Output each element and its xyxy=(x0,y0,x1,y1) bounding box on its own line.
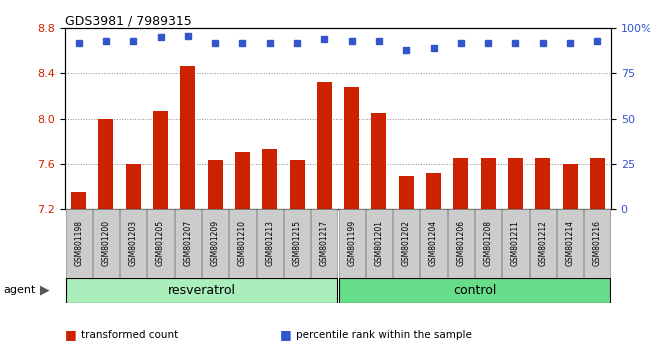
Bar xyxy=(562,164,578,209)
Bar xyxy=(289,160,305,209)
FancyBboxPatch shape xyxy=(557,209,583,278)
Text: transformed count: transformed count xyxy=(81,330,179,339)
Bar xyxy=(590,158,605,209)
Text: GSM801198: GSM801198 xyxy=(74,221,83,266)
Text: GSM801212: GSM801212 xyxy=(538,221,547,266)
FancyBboxPatch shape xyxy=(475,209,501,278)
Text: GSM801199: GSM801199 xyxy=(347,220,356,267)
FancyBboxPatch shape xyxy=(339,278,610,303)
Text: resveratrol: resveratrol xyxy=(168,284,235,297)
Bar xyxy=(98,119,114,209)
Bar xyxy=(317,82,332,209)
Text: ▶: ▶ xyxy=(40,284,50,297)
Bar xyxy=(426,173,441,209)
FancyBboxPatch shape xyxy=(339,209,365,278)
Bar xyxy=(480,158,496,209)
Text: GSM801208: GSM801208 xyxy=(484,221,493,266)
Bar xyxy=(371,113,387,209)
Text: control: control xyxy=(453,284,496,297)
Bar xyxy=(125,164,141,209)
Bar xyxy=(344,87,359,209)
FancyBboxPatch shape xyxy=(393,209,419,278)
FancyBboxPatch shape xyxy=(421,209,447,278)
Text: GSM801213: GSM801213 xyxy=(265,221,274,266)
Text: ■: ■ xyxy=(65,328,77,341)
Text: GSM801205: GSM801205 xyxy=(156,220,165,267)
FancyBboxPatch shape xyxy=(229,209,255,278)
Text: GSM801200: GSM801200 xyxy=(101,220,111,267)
Text: GSM801207: GSM801207 xyxy=(183,220,192,267)
Bar xyxy=(71,192,86,209)
Text: ■: ■ xyxy=(280,328,291,341)
FancyBboxPatch shape xyxy=(584,209,610,278)
FancyBboxPatch shape xyxy=(66,278,337,303)
Bar xyxy=(235,153,250,209)
FancyBboxPatch shape xyxy=(284,209,310,278)
Text: GSM801202: GSM801202 xyxy=(402,221,411,266)
Bar xyxy=(398,176,414,209)
Text: GDS3981 / 7989315: GDS3981 / 7989315 xyxy=(65,14,192,27)
Bar xyxy=(262,149,278,209)
FancyBboxPatch shape xyxy=(93,209,119,278)
Text: percentile rank within the sample: percentile rank within the sample xyxy=(296,330,472,339)
Text: GSM801216: GSM801216 xyxy=(593,221,602,266)
Bar xyxy=(535,158,551,209)
Bar xyxy=(453,158,469,209)
Text: GSM801215: GSM801215 xyxy=(292,221,302,266)
FancyBboxPatch shape xyxy=(120,209,146,278)
Text: GSM801204: GSM801204 xyxy=(429,220,438,267)
Text: GSM801210: GSM801210 xyxy=(238,221,247,266)
FancyBboxPatch shape xyxy=(257,209,283,278)
Text: GSM801206: GSM801206 xyxy=(456,220,465,267)
FancyBboxPatch shape xyxy=(66,209,92,278)
FancyBboxPatch shape xyxy=(175,209,201,278)
Text: GSM801203: GSM801203 xyxy=(129,220,138,267)
Text: GSM801211: GSM801211 xyxy=(511,221,520,266)
FancyBboxPatch shape xyxy=(366,209,392,278)
FancyBboxPatch shape xyxy=(502,209,528,278)
Text: GSM801214: GSM801214 xyxy=(566,221,575,266)
Text: agent: agent xyxy=(3,285,36,295)
Text: GSM801201: GSM801201 xyxy=(374,221,384,266)
FancyBboxPatch shape xyxy=(202,209,228,278)
FancyBboxPatch shape xyxy=(311,209,337,278)
Bar xyxy=(153,111,168,209)
Bar xyxy=(508,158,523,209)
FancyBboxPatch shape xyxy=(148,209,174,278)
FancyBboxPatch shape xyxy=(530,209,556,278)
Text: GSM801217: GSM801217 xyxy=(320,221,329,266)
Text: GSM801209: GSM801209 xyxy=(211,220,220,267)
FancyBboxPatch shape xyxy=(448,209,474,278)
Bar xyxy=(207,160,223,209)
Bar xyxy=(180,65,196,209)
